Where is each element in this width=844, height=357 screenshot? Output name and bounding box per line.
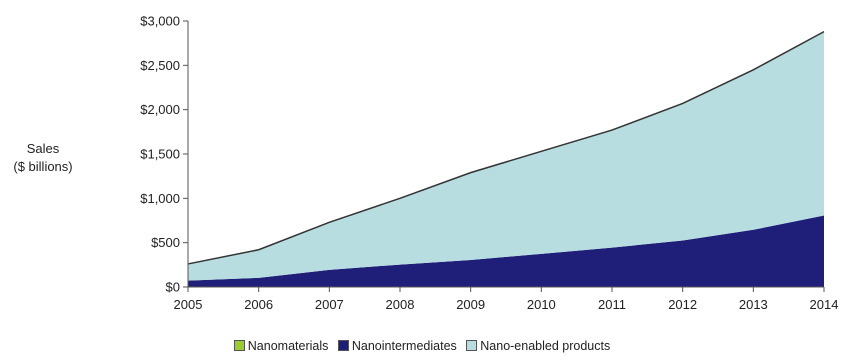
- legend-swatch-nanointermediates: [337, 340, 349, 351]
- x-tick-label: 2013: [739, 297, 768, 312]
- y-tick-label: $1,500: [140, 147, 180, 162]
- area-nanointermediates: [188, 215, 824, 287]
- y-axis-label: Sales ($ billions): [8, 140, 78, 176]
- x-tick-label: 2009: [456, 297, 485, 312]
- legend-item-nanointermediates: Nanointermediates: [337, 339, 457, 353]
- x-tick-label: 2010: [527, 297, 556, 312]
- y-tick-label: $2,000: [140, 102, 180, 117]
- x-tick-label: 2012: [668, 297, 697, 312]
- x-tick-label: 2006: [244, 297, 273, 312]
- y-tick-label: $500: [151, 235, 180, 250]
- y-tick-label: $2,500: [140, 58, 180, 73]
- legend-swatch-nanomaterials: [233, 340, 245, 351]
- x-tick-label: 2014: [810, 297, 839, 312]
- legend-label-nanomaterials: Nanomaterials: [247, 339, 329, 353]
- legend-item-nano-enabled-products: Nano-enabled products: [466, 339, 610, 353]
- legend-item-nanomaterials: Nanomaterials: [233, 339, 329, 353]
- legend-label-nanointermediates: Nanointermediates: [351, 339, 457, 353]
- area-nano-enabled-products: [188, 31, 824, 281]
- x-tick-label: 2011: [598, 297, 626, 312]
- x-tick-label: 2007: [315, 297, 344, 312]
- legend-label-nano-enabled-products: Nano-enabled products: [480, 339, 611, 353]
- x-tick-labels: 2005 2006 2007 2008 2009 2010 2011 2012 2013 2014: [174, 287, 839, 312]
- series-areas: [187, 30, 825, 287]
- total-outline: [187, 30, 825, 265]
- legend-swatch-nano-enabled-products: [466, 340, 478, 351]
- y-tick-label: $3,000: [140, 14, 180, 29]
- y-tick-label: $0: [166, 280, 180, 295]
- y-axis-label-line-2: ($ billions): [13, 159, 73, 174]
- x-tick-label: 2008: [386, 297, 415, 312]
- y-tick-label: $1,000: [140, 191, 180, 206]
- legend: Nanomaterials Nanointermediates Nano-ena…: [0, 339, 844, 353]
- y-axis-label-line-1: Sales: [26, 141, 60, 156]
- y-tick-labels: $0 $500 $1,000 $1,500 $2,000 $2,500 $3,000: [140, 14, 188, 295]
- x-tick-label: 2005: [174, 297, 203, 312]
